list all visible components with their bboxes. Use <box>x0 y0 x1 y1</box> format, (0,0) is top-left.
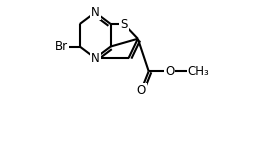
Text: O: O <box>165 65 174 78</box>
Text: N: N <box>91 52 100 65</box>
Text: CH₃: CH₃ <box>187 65 209 78</box>
Text: Br: Br <box>55 40 69 53</box>
Text: N: N <box>91 6 100 19</box>
Text: S: S <box>120 18 128 31</box>
Text: O: O <box>136 84 146 97</box>
